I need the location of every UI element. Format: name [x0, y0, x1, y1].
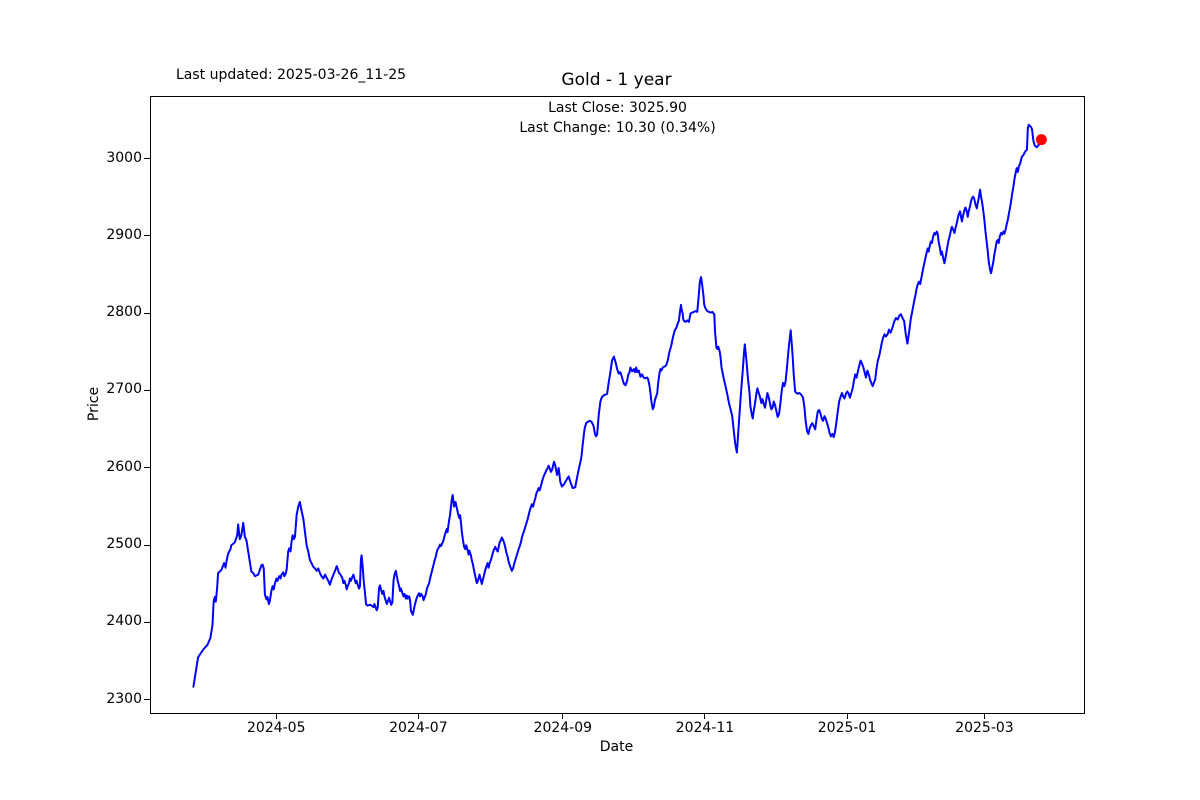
- x-tick-label: 2025-03: [955, 720, 1014, 736]
- y-tick-label: 3000: [106, 149, 142, 166]
- x-tickmark: [562, 713, 564, 719]
- y-tick-label: 2300: [106, 690, 142, 707]
- y-tick-label: 2600: [106, 458, 142, 475]
- y-tick-label: 2500: [106, 536, 142, 553]
- x-tickmark: [846, 713, 848, 719]
- x-tick-label: 2025-01: [817, 720, 877, 736]
- y-tick-label: 2800: [106, 304, 142, 321]
- y-axis-label: Price: [86, 386, 102, 422]
- y-tick-label: 2700: [106, 381, 142, 398]
- y-tickmark: [144, 235, 150, 237]
- last-close-text: Last Close: 3025.90: [548, 100, 687, 116]
- y-tickmark: [144, 467, 150, 469]
- x-tick-label: 2024-07: [389, 720, 448, 736]
- y-tick-label: 2400: [106, 613, 142, 630]
- last-updated-text: Last updated: 2025-03-26_11-25: [176, 67, 407, 83]
- price-line: [192, 123, 1043, 688]
- x-tick-label: 2024-09: [533, 720, 593, 736]
- x-axis-label: Date: [599, 739, 634, 755]
- x-tickmark: [704, 713, 706, 719]
- x-tick-label: 2024-11: [675, 720, 735, 736]
- chart-title: Gold - 1 year: [561, 70, 672, 90]
- y-tickmark: [144, 544, 150, 546]
- y-tickmark: [144, 158, 150, 160]
- last-point-marker: [1035, 134, 1047, 146]
- price-line-chart: [192, 123, 1047, 688]
- last-close-annotation: Last Close: 3025.90 Last Change: 10.30 (…: [151, 98, 1084, 138]
- y-tick-label: 2900: [106, 226, 142, 243]
- y-tickmark: [144, 621, 150, 623]
- y-tickmark: [144, 699, 150, 701]
- x-tickmark: [275, 713, 277, 719]
- x-tick-label: 2024-05: [247, 720, 306, 736]
- y-tickmark: [144, 312, 150, 314]
- x-tickmark: [417, 713, 419, 719]
- y-tickmark: [144, 389, 150, 391]
- last-change-text: Last Change: 10.30 (0.34%): [519, 120, 716, 136]
- plot-area: Last Close: 3025.90 Last Change: 10.30 (…: [150, 96, 1085, 714]
- x-tickmark: [983, 713, 985, 719]
